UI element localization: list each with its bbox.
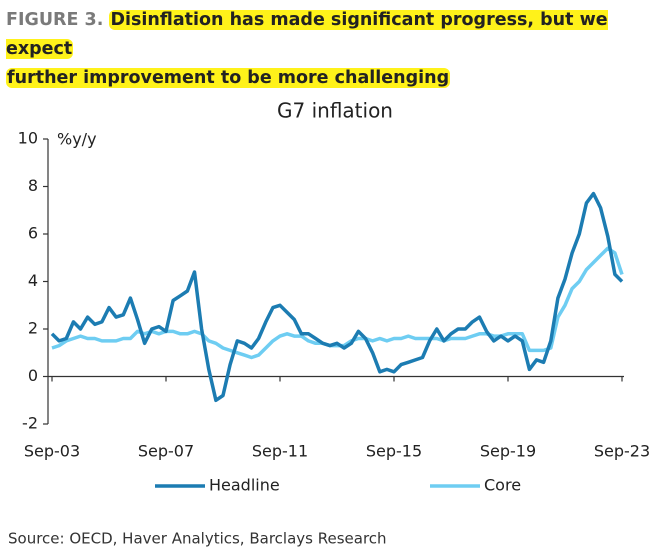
figure-label: FIGURE 3. [6, 10, 104, 30]
legend-label: Headline [209, 476, 280, 495]
x-tick-label: Sep-03 [24, 442, 80, 461]
y-unit-label: %y/y [57, 130, 97, 149]
y-tick-label: -2 [22, 414, 38, 433]
chart-title: G7 inflation [277, 99, 393, 123]
x-tick-label: Sep-23 [594, 442, 650, 461]
x-tick-label: Sep-15 [366, 442, 422, 461]
source: Source: OECD, Haver Analytics, Barclays … [8, 530, 387, 548]
y-tick-label: 4 [28, 271, 38, 290]
y-tick-label: 6 [28, 224, 38, 243]
y-tick-label: 10 [18, 129, 38, 148]
line-series [51, 246, 624, 360]
x-tick-label: Sep-11 [252, 442, 308, 461]
title-line: further improvement to be more challengi… [6, 68, 451, 88]
x-tick-label: Sep-07 [138, 442, 194, 461]
legend-label: Core [484, 476, 521, 495]
y-tick-label: 8 [28, 176, 38, 195]
line-series [50, 191, 624, 403]
header: FIGURE 3. Disinflation has made signific… [6, 6, 658, 93]
x-tick-label: Sep-19 [480, 442, 536, 461]
header-line: further improvement to be more challengi… [6, 64, 658, 93]
y-tick-label: 0 [28, 366, 38, 385]
y-tick-label: 2 [28, 319, 38, 338]
header-line: FIGURE 3. Disinflation has made signific… [6, 6, 658, 64]
